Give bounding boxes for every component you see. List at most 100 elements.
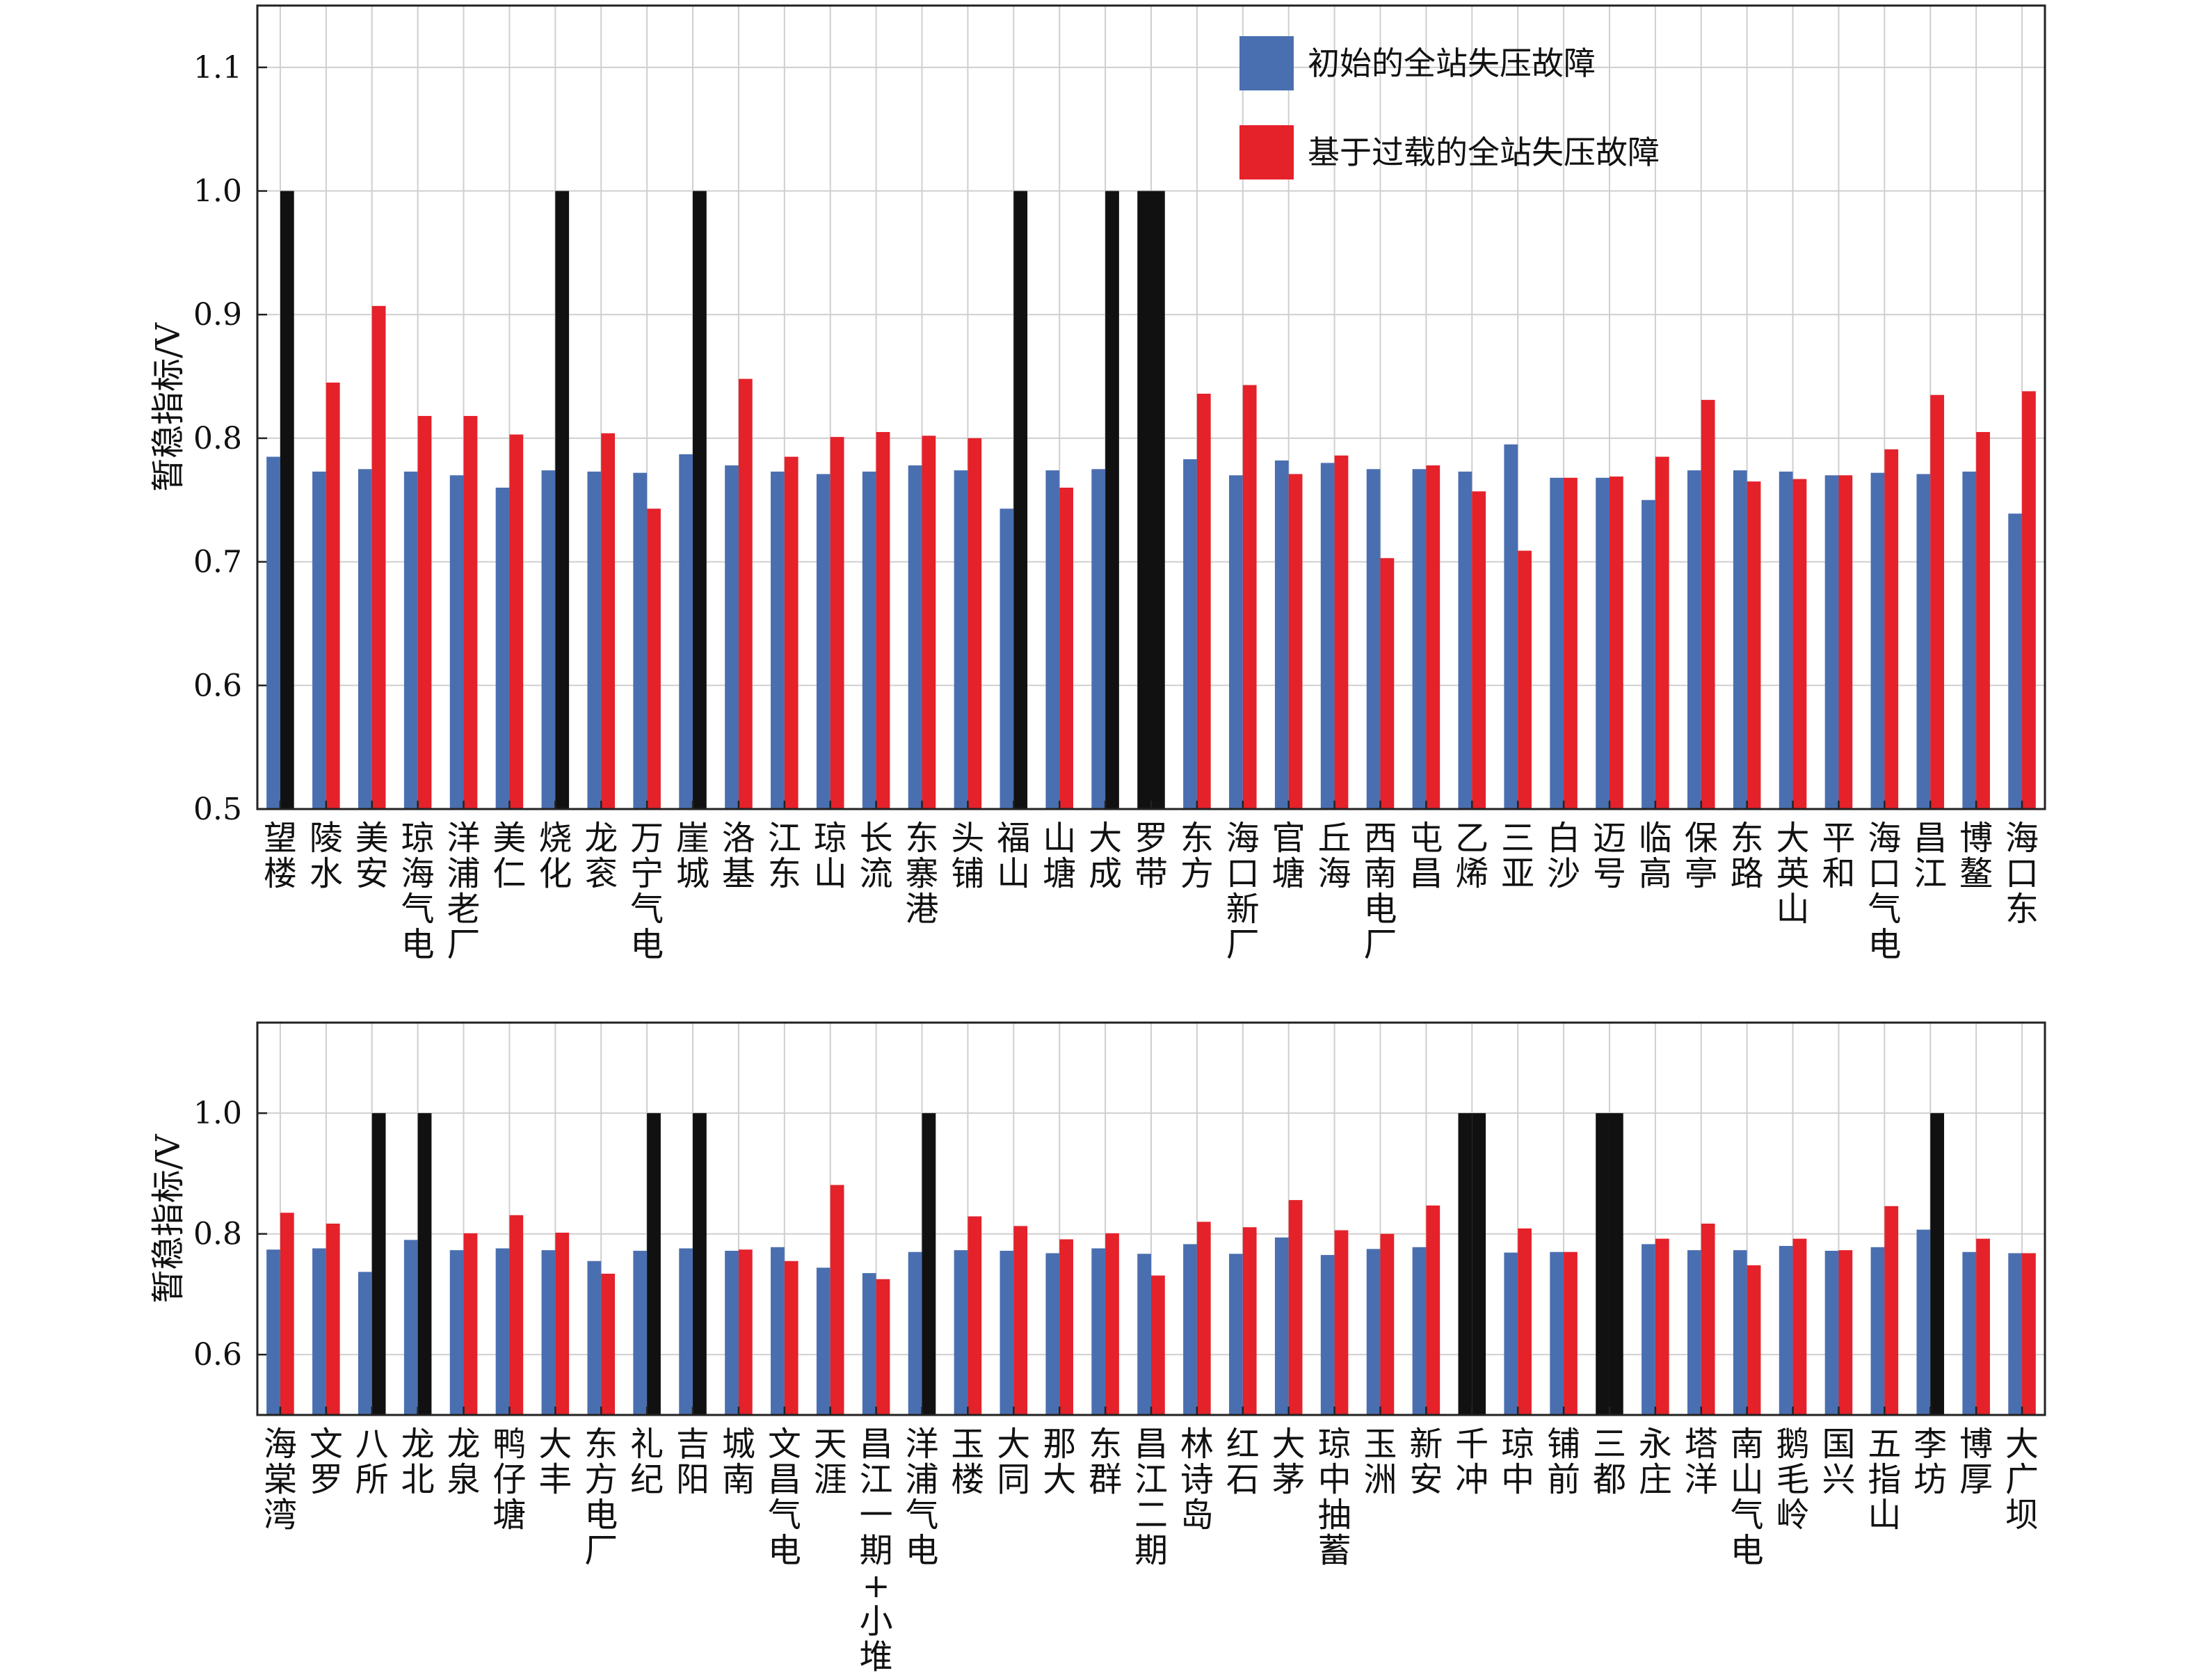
- bar-overload: [922, 435, 936, 809]
- bar-overload: [1151, 191, 1165, 809]
- x-tick-label: 博鳌: [1959, 819, 1993, 893]
- bar-initial: [1091, 1248, 1106, 1415]
- legend: 初始的全站失压故障 基于过载的全站失压故障: [1239, 36, 1660, 179]
- bar-overload: [1930, 1113, 1945, 1415]
- x-tick-label: 福山: [997, 819, 1030, 893]
- bar-initial: [1870, 472, 1885, 809]
- bar-overload: [830, 1185, 844, 1415]
- bar-initial: [1045, 1253, 1060, 1415]
- bar-overload: [1518, 550, 1532, 809]
- bar-overload: [1701, 1223, 1715, 1415]
- bar-overload: [1792, 479, 1807, 809]
- bar-initial: [771, 471, 785, 809]
- bar-initial: [1642, 1244, 1655, 1415]
- bar-overload: [1288, 474, 1303, 809]
- bar-initial: [1962, 1251, 1977, 1415]
- bar-initial: [1687, 1250, 1701, 1415]
- bar-initial: [816, 1267, 830, 1415]
- bar-initial: [1779, 1246, 1793, 1415]
- x-tick-label: 龙衮: [584, 819, 618, 893]
- bar-initial: [2008, 513, 2023, 809]
- bar-overload: [1609, 477, 1623, 809]
- bar-overload: [1196, 393, 1211, 809]
- bar-overload: [1792, 1238, 1807, 1415]
- bar-initial: [1550, 1251, 1564, 1415]
- bar-initial: [495, 488, 510, 809]
- bar-overload: [1884, 449, 1899, 809]
- bar-overload: [1105, 191, 1119, 809]
- x-tick-label: 乙烯: [1455, 819, 1488, 893]
- x-tick-label: 江东: [768, 819, 801, 893]
- x-tick-label: 头铺: [951, 819, 984, 893]
- bar-overload: [1196, 1222, 1211, 1415]
- x-tick-label: 迈号: [1593, 819, 1626, 893]
- bar-overload: [1655, 1238, 1669, 1415]
- bar-initial: [2008, 1253, 2023, 1415]
- bar-initial: [1687, 470, 1701, 809]
- bar-initial: [1320, 463, 1335, 809]
- x-tick-label: 永庄: [1639, 1425, 1672, 1499]
- x-tick-label: 吉阳: [676, 1425, 709, 1499]
- bar-initial: [358, 469, 372, 809]
- bottom-chart-panel: 0.6 0.8 1.0 海棠湾文罗八所龙北龙泉鸭仔塘大丰东方电厂礼纪吉阳城南文昌气电天…: [149, 1021, 2046, 1677]
- bar-overload: [1105, 1233, 1119, 1415]
- x-tick-label: 八所: [355, 1425, 389, 1499]
- bar-overload: [1151, 1275, 1165, 1415]
- x-tick-label: 昌江一期+小堆: [860, 1425, 893, 1677]
- x-tick-label: 李坊: [1913, 1425, 1947, 1499]
- x-tick-label: 官塘: [1272, 819, 1306, 893]
- bar-overload: [876, 432, 890, 809]
- x-tick-label: 琼中抽蓄: [1318, 1425, 1351, 1570]
- x-tick-label: 洛基: [722, 819, 755, 893]
- bar-overload: [509, 434, 524, 809]
- top-chart-panel: 0.5 0.6 0.7 0.8 0.9 1.0 1.1 望楼陵水美安琼海气电洋浦老厂美仁烧化龙…: [149, 4, 2046, 964]
- bar-initial: [312, 1248, 326, 1415]
- bar-initial: [1504, 444, 1518, 809]
- x-tick-label: 千冲: [1455, 1425, 1488, 1499]
- bar-overload: [1655, 456, 1669, 809]
- x-tick-label: 长流: [860, 819, 893, 893]
- bar-overload: [693, 191, 707, 809]
- bar-initial: [1229, 475, 1243, 809]
- x-tick-label: 美仁: [492, 819, 526, 893]
- x-tick-label: 丘海: [1318, 819, 1351, 893]
- bar-initial: [1366, 469, 1381, 809]
- x-tick-label: 保亭: [1685, 819, 1718, 893]
- x-tick-label: 琼山: [814, 819, 847, 893]
- x-tick-label: 海棠湾: [264, 1425, 297, 1535]
- x-tick-label: 洋浦老厂: [447, 819, 481, 964]
- bar-initial: [1229, 1254, 1243, 1415]
- bar-initial: [358, 1272, 372, 1415]
- y-tick-label: 0.7: [193, 545, 242, 580]
- bar-overload: [784, 456, 798, 809]
- bar-overload: [784, 1261, 798, 1415]
- bar-initial: [587, 471, 602, 809]
- bar-overload: [1242, 1227, 1257, 1415]
- bar-initial: [266, 1249, 280, 1415]
- bar-overload: [417, 1113, 432, 1415]
- bar-initial: [1779, 471, 1793, 809]
- bar-overload: [647, 509, 661, 809]
- x-tick-label: 昌江: [1913, 819, 1947, 893]
- x-tick-label: 山塘: [1043, 819, 1076, 893]
- bar-overload: [1564, 1251, 1578, 1415]
- bar-initial: [633, 1250, 648, 1415]
- bar-overload: [738, 1249, 753, 1415]
- x-tick-label: 东寨港: [906, 819, 939, 929]
- bar-overload: [1747, 481, 1761, 809]
- x-tick-label: 鹅毛岭: [1776, 1425, 1810, 1535]
- bar-overload: [1701, 399, 1715, 809]
- x-tick-label: 西南电厂: [1363, 819, 1397, 964]
- x-tick-label: 天涯: [814, 1425, 847, 1499]
- x-tick-label: 红石: [1226, 1425, 1260, 1499]
- bar-initial: [1962, 471, 1977, 809]
- bar-overload: [1059, 1239, 1073, 1415]
- x-tick-label: 大成: [1089, 819, 1122, 893]
- bar-initial: [1000, 509, 1014, 809]
- bar-initial: [908, 1251, 922, 1415]
- bar-initial: [862, 471, 876, 809]
- x-tick-label: 南山气电: [1731, 1425, 1764, 1570]
- bar-initial: [862, 1273, 876, 1415]
- x-tick-label: 大广坝: [2005, 1425, 2039, 1535]
